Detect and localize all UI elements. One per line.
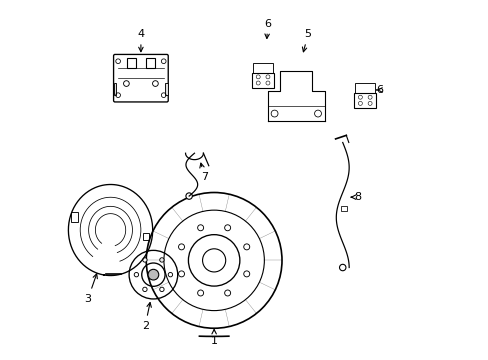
Bar <box>70 212 78 221</box>
Bar <box>142 233 149 240</box>
Text: 2: 2 <box>142 302 151 331</box>
Bar <box>165 83 168 95</box>
Circle shape <box>160 258 164 262</box>
Bar <box>354 83 374 93</box>
Circle shape <box>142 258 147 262</box>
Circle shape <box>197 290 203 296</box>
Text: 8: 8 <box>350 192 361 202</box>
Bar <box>340 206 346 211</box>
Circle shape <box>142 287 147 292</box>
Circle shape <box>168 273 172 277</box>
Circle shape <box>160 287 164 292</box>
Circle shape <box>265 81 269 85</box>
Text: 3: 3 <box>84 274 97 303</box>
Bar <box>253 63 272 73</box>
Circle shape <box>178 271 184 277</box>
Circle shape <box>224 290 230 296</box>
Bar <box>113 83 116 95</box>
Circle shape <box>178 244 184 250</box>
Circle shape <box>358 102 362 105</box>
Circle shape <box>256 81 260 85</box>
Bar <box>251 73 274 87</box>
Circle shape <box>185 193 192 199</box>
Text: 1: 1 <box>210 329 217 346</box>
Circle shape <box>367 102 371 105</box>
Circle shape <box>256 75 260 79</box>
Text: 7: 7 <box>200 163 207 182</box>
Bar <box>353 93 376 108</box>
Circle shape <box>243 271 249 277</box>
Circle shape <box>197 225 203 231</box>
Circle shape <box>265 75 269 79</box>
Text: 4: 4 <box>137 29 144 52</box>
Circle shape <box>134 273 138 277</box>
Circle shape <box>367 95 371 99</box>
Circle shape <box>148 269 159 280</box>
Circle shape <box>243 244 249 250</box>
Bar <box>145 58 155 68</box>
Circle shape <box>224 225 230 231</box>
Bar <box>127 58 136 68</box>
Text: 6: 6 <box>375 85 382 95</box>
Text: 5: 5 <box>302 29 311 52</box>
Circle shape <box>339 264 345 271</box>
Text: 6: 6 <box>264 18 271 39</box>
Circle shape <box>358 95 362 99</box>
